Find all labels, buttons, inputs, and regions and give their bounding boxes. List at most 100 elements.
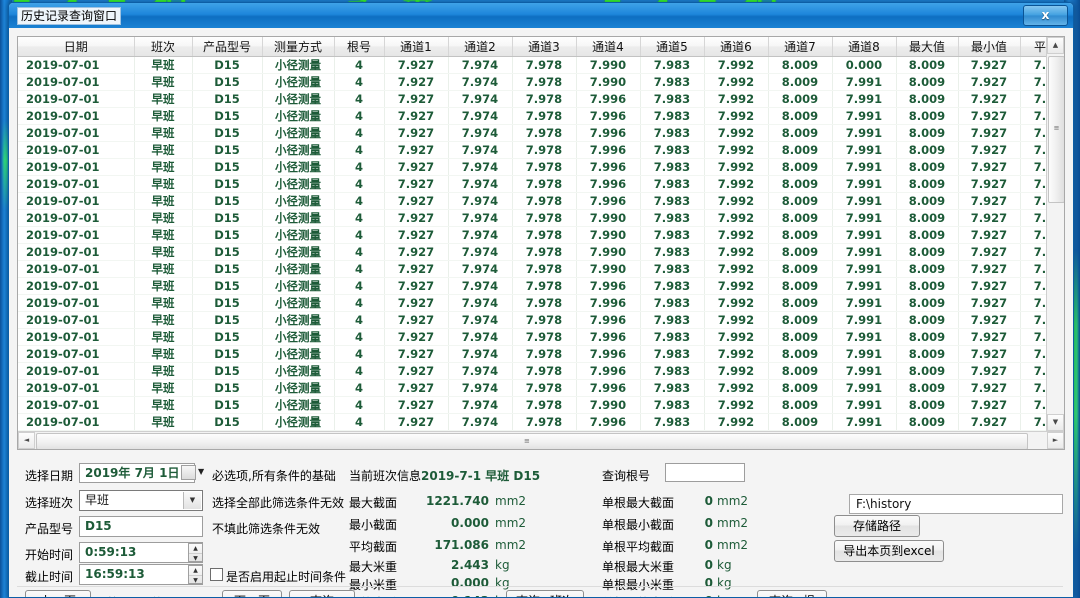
- column-header-0[interactable]: 日期: [18, 37, 135, 57]
- cell-r18-c2: D15: [192, 362, 263, 380]
- table-body: 2019-07-01 早班 D15 小径测量 4 7.927 7.974 7.978 7.990…: [18, 56, 1046, 431]
- spin-up-icon[interactable]: ▲: [189, 544, 202, 554]
- rod-stat-value-3: 0: [704, 558, 713, 572]
- column-header-5[interactable]: 通道1: [384, 37, 449, 57]
- start-time-stepper[interactable]: ▲ ▼: [188, 543, 203, 562]
- cell-r20-c3: 小径测量: [262, 396, 335, 414]
- scroll-right-icon[interactable]: ►: [1047, 432, 1064, 449]
- cell-r18-c7: 7.978: [512, 362, 577, 380]
- column-header-15[interactable]: 平均值: [1020, 37, 1046, 57]
- cell-r0-c1: 早班: [134, 56, 193, 74]
- grid-horizontal-scrollbar[interactable]: ◄ ≡ ►: [18, 431, 1064, 449]
- cell-r16-c14: 7.927: [958, 328, 1021, 346]
- cell-r21-c2: D15: [192, 413, 263, 431]
- scroll-down-icon[interactable]: ▼: [1047, 414, 1064, 431]
- column-header-12[interactable]: 通道8: [832, 37, 897, 57]
- cell-r6-c13: 8.009: [896, 158, 959, 176]
- cell-r19-c13: 8.009: [896, 379, 959, 397]
- cell-r3-c10: 7.992: [704, 107, 769, 125]
- table-row[interactable]: 2019-07-01 早班 D15 小径测量 4 7.927 7.974 7.978 7.990…: [18, 260, 1046, 278]
- cell-r7-c12: 7.991: [832, 175, 897, 193]
- cell-r3-c2: D15: [192, 107, 263, 125]
- grid-vertical-scrollbar[interactable]: ▲ ≡ ▼: [1046, 37, 1064, 431]
- column-header-14[interactable]: 最小值: [958, 37, 1021, 57]
- calendar-icon[interactable]: [181, 465, 196, 480]
- column-header-9[interactable]: 通道5: [640, 37, 705, 57]
- column-header-2[interactable]: 产品型号: [192, 37, 263, 57]
- cell-r22-c1: 早班: [134, 430, 193, 431]
- cell-r9-c11: 8.009: [768, 209, 833, 227]
- cell-r5-c11: 8.009: [768, 141, 833, 159]
- column-header-1[interactable]: 班次: [134, 37, 193, 57]
- column-header-11[interactable]: 通道7: [768, 37, 833, 57]
- start-time-input[interactable]: 0:59:13: [79, 542, 203, 563]
- cell-r20-c15: 7.981: [1020, 396, 1046, 414]
- column-header-8[interactable]: 通道4: [576, 37, 641, 57]
- scroll-left-icon[interactable]: ◄: [18, 432, 35, 449]
- cell-r12-c15: 7.981: [1020, 260, 1046, 278]
- query-rod-input[interactable]: [665, 463, 745, 482]
- window-titlebar[interactable]: 历史记录查询窗口 x: [9, 3, 1073, 29]
- next-page-button[interactable]: 下一页: [222, 590, 282, 597]
- prev-page-button[interactable]: 上一页: [25, 590, 91, 597]
- cell-r13-c6: 7.974: [448, 277, 513, 295]
- table-row[interactable]: 2019-07-01 早班 D15 小径测量 4 7.927 7.974 7.978 7.990…: [18, 209, 1046, 227]
- cell-r19-c14: 7.927: [958, 379, 1021, 397]
- query-rod-button[interactable]: 查询+根: [757, 590, 827, 597]
- enable-time-checkbox[interactable]: [210, 568, 223, 581]
- shift-select[interactable]: 早班 ▼: [79, 490, 203, 511]
- end-time-input[interactable]: 16:59:13: [79, 564, 203, 585]
- query-shift-button[interactable]: 查询+班次: [506, 590, 584, 597]
- table-row[interactable]: 2019-07-01 早班 D15 小径测量 4 7.927 7.974 7.978 7.990…: [18, 56, 1046, 74]
- cell-r15-c11: 8.009: [768, 311, 833, 329]
- vertical-scrollbar-thumb[interactable]: ≡: [1048, 56, 1064, 203]
- export-excel-button[interactable]: 导出本页到excel: [834, 540, 944, 562]
- close-icon[interactable]: x: [1023, 5, 1068, 26]
- date-input[interactable]: 2019年 7月 1日: [79, 463, 195, 483]
- table-row[interactable]: 2019-07-01 早班 D15 小径测量 4 7.927 7.974 7.978 7.990…: [18, 243, 1046, 261]
- column-header-10[interactable]: 通道6: [704, 37, 769, 57]
- end-time-stepper[interactable]: ▲ ▼: [188, 565, 203, 584]
- column-header-6[interactable]: 通道2: [448, 37, 513, 57]
- cell-r13-c1: 早班: [134, 277, 193, 295]
- column-header-13[interactable]: 最大值: [896, 37, 959, 57]
- cell-r21-c12: 7.991: [832, 413, 897, 431]
- query-button[interactable]: 查询: [289, 590, 355, 597]
- table-row[interactable]: 2019-07-01 早班 D15 小径测量 4 7.927 7.974 7.978 7.990…: [18, 226, 1046, 244]
- chevron-down-icon[interactable]: ▼: [198, 467, 205, 476]
- model-input[interactable]: D15: [79, 516, 203, 537]
- cell-r21-c1: 早班: [134, 413, 193, 431]
- spin-down-icon[interactable]: ▼: [193, 554, 198, 562]
- cell-r16-c5: 7.927: [384, 328, 449, 346]
- cell-r8-c11: 8.009: [768, 192, 833, 210]
- column-header-4[interactable]: 根号: [334, 37, 385, 57]
- spin-up-icon[interactable]: ▲: [189, 566, 202, 576]
- scroll-up-icon[interactable]: ▲: [1047, 37, 1064, 54]
- column-header-3[interactable]: 测量方式: [262, 37, 335, 57]
- column-header-7[interactable]: 通道3: [512, 37, 577, 57]
- cell-r2-c10: 7.992: [704, 90, 769, 108]
- table-row[interactable]: 2019-07-01早班D15小径测量47.9277.9747.9787.996…: [18, 430, 1046, 431]
- horizontal-scrollbar-thumb[interactable]: ≡: [36, 433, 1028, 449]
- table-row[interactable]: 2019-07-01 早班 D15 小径测量 4 7.927 7.974 7.978 7.990…: [18, 396, 1046, 414]
- table-row[interactable]: 2019-07-01 早班 D15 小径测量 4 7.927 7.974 7.978 7.990…: [18, 73, 1046, 91]
- chevron-down-icon[interactable]: ▼: [183, 492, 201, 509]
- cell-r12-c9: 7.983: [640, 260, 705, 278]
- spin-down-icon[interactable]: ▼: [193, 576, 198, 584]
- storage-path-button[interactable]: 存储路径: [834, 515, 920, 537]
